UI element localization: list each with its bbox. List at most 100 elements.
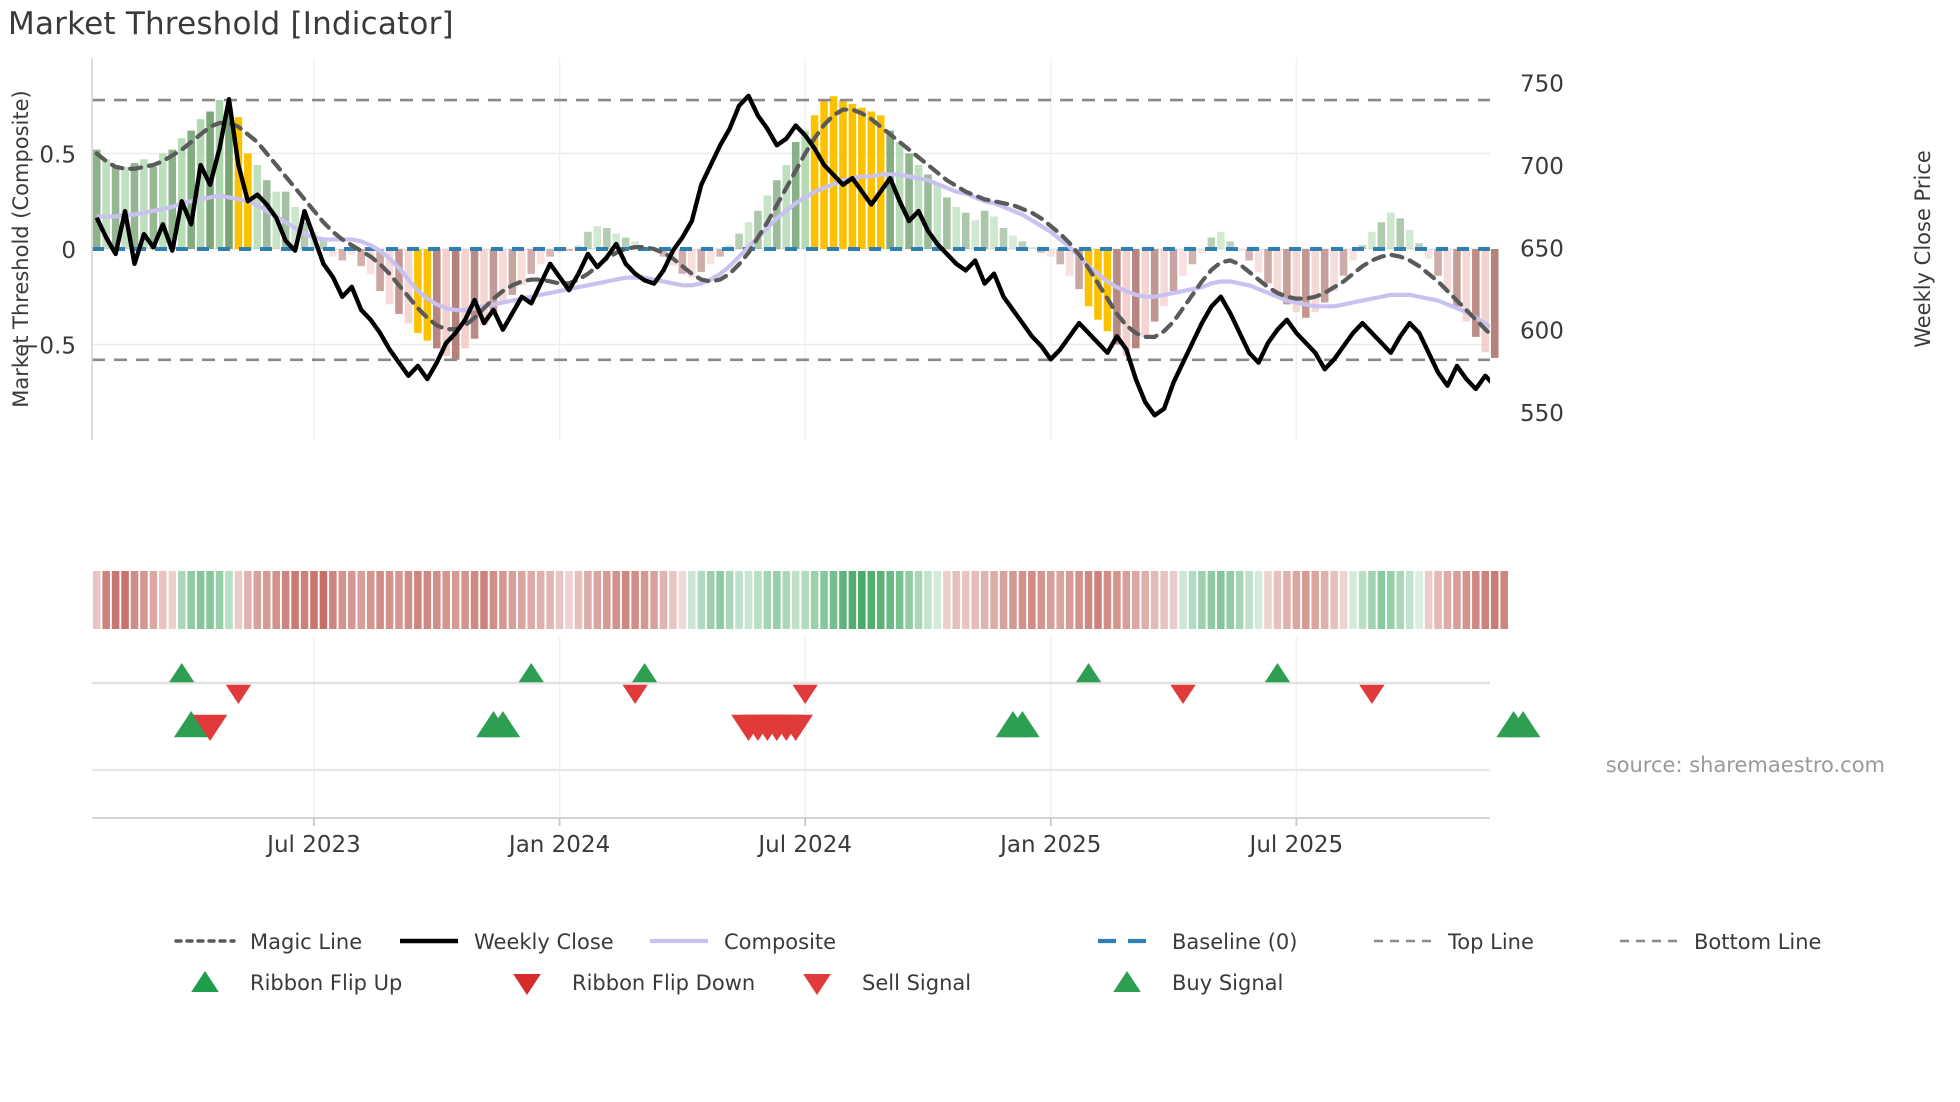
histogram-bar [366,249,375,274]
ribbon-cell [650,571,658,629]
buy-signal-marker [485,711,521,738]
histogram-bar [319,239,328,249]
ribbon-cell [1254,571,1263,629]
ribbon-cell [1160,571,1168,629]
ribbon-cell [1018,571,1027,629]
ribbon-cell [1084,571,1093,629]
histogram-bar [716,249,724,257]
ribbon-cell [1368,571,1376,629]
ribbon-cell [1434,571,1442,629]
ribbon-cell [1424,571,1433,629]
legend-item-ribbon-flip-down[interactable]: Ribbon Flip Down [513,971,755,995]
histogram-bar [735,233,743,249]
ribbon-strip [92,571,1508,629]
sell-signal-marker [778,714,813,741]
histogram-bar [876,115,885,249]
histogram-bar [140,159,148,249]
ribbon-cell [414,571,422,629]
histogram-bar [1377,222,1386,249]
ribbon-cell [1443,571,1452,629]
histogram-bar [536,249,545,265]
ribbon-cell [1169,571,1178,629]
histogram-bar [688,249,696,278]
histogram-bar [262,180,271,249]
ribbon-cell [980,571,989,629]
histogram-bar [1330,249,1338,292]
histogram-bar [999,227,1008,249]
ribbon-cell [1103,571,1112,629]
ribbon-cell [1056,571,1064,629]
histogram-bar [1065,249,1074,276]
histogram-bar [1396,218,1405,249]
histogram-bar [1103,249,1112,332]
ribbon-cell [1217,571,1225,629]
ribbon-cell [876,571,885,629]
ribbon-cell [206,571,214,629]
magic-line-series-path [94,107,1490,339]
histogram-bar [111,164,120,249]
ribbon-cell [1396,571,1405,629]
ribbon-cell [244,571,252,629]
ribbon-cell [319,571,328,629]
histogram-bar [1075,249,1083,290]
ribbon-cell [291,571,299,629]
histogram-bar [130,163,139,249]
ribbon-cell [886,571,894,629]
legend-item-top-line[interactable]: Top Line [1374,930,1534,954]
page-title: Market Threshold [Indicator] [8,6,454,42]
ribbon-cell [546,571,554,629]
ribbon-cell [423,571,432,629]
legend-item-label: Baseline (0) [1172,930,1297,954]
ribbon-cell [1264,571,1272,629]
ribbon-cell [1009,571,1017,629]
ribbon-cell [1141,571,1150,629]
ribbon-cell [1198,571,1206,629]
ribbon-cell [1273,571,1282,629]
ribbon-cell [933,571,942,629]
histogram-bar [357,249,365,267]
ribbon-cell [518,571,526,629]
histogram-bar [1160,249,1168,307]
ribbon-cell [338,571,347,629]
legend-triangle-up-swatch [191,971,219,992]
weekly-close-series-path [94,93,1490,418]
legend-item-baseline-0-[interactable]: Baseline (0) [1098,930,1297,954]
ribbon-flip-down-marker [622,684,648,704]
histogram-bar [527,249,536,274]
histogram-bar [451,249,460,360]
legend-item-bottom-line[interactable]: Bottom Line [1620,930,1821,954]
ribbon-cell [1245,571,1253,629]
ribbon-cell [867,571,876,629]
ribbon-cell [451,571,460,629]
histogram-bar [1368,231,1376,249]
ribbon-cell [1150,571,1159,629]
legend-item-label: Composite [724,930,836,954]
legend-item-buy-signal[interactable]: Buy Signal [1113,971,1283,995]
legend-item-label: Top Line [1447,930,1534,954]
ribbon-cell [536,571,545,629]
y-tick-label-right: 550 [1520,401,1564,427]
histogram-bar [196,119,205,250]
histogram-bar [1198,249,1206,253]
legend-item-weekly-close[interactable]: Weekly Close [400,930,614,954]
histogram-bar [820,100,828,250]
ribbon-cell [1311,571,1320,629]
legend-item-magic-line[interactable]: Magic Line [174,930,362,954]
histogram-bar [1387,212,1395,249]
ribbon-cell [1358,571,1367,629]
histogram-bar [791,142,800,249]
legend-item-ribbon-flip-up[interactable]: Ribbon Flip Up [191,971,402,995]
ribbon-cell [914,571,923,629]
histogram-bar [697,249,706,272]
histogram-bar [92,149,101,249]
histogram-bar [1056,249,1064,265]
legend-item-composite[interactable]: Composite [650,930,836,954]
legend-item-sell-signal[interactable]: Sell Signal [803,971,971,995]
ribbon-cell [1283,571,1291,629]
histogram-bar [867,111,876,249]
histogram-bar [215,100,224,250]
ribbon-cell [470,571,479,629]
ribbon-cell [480,571,488,629]
